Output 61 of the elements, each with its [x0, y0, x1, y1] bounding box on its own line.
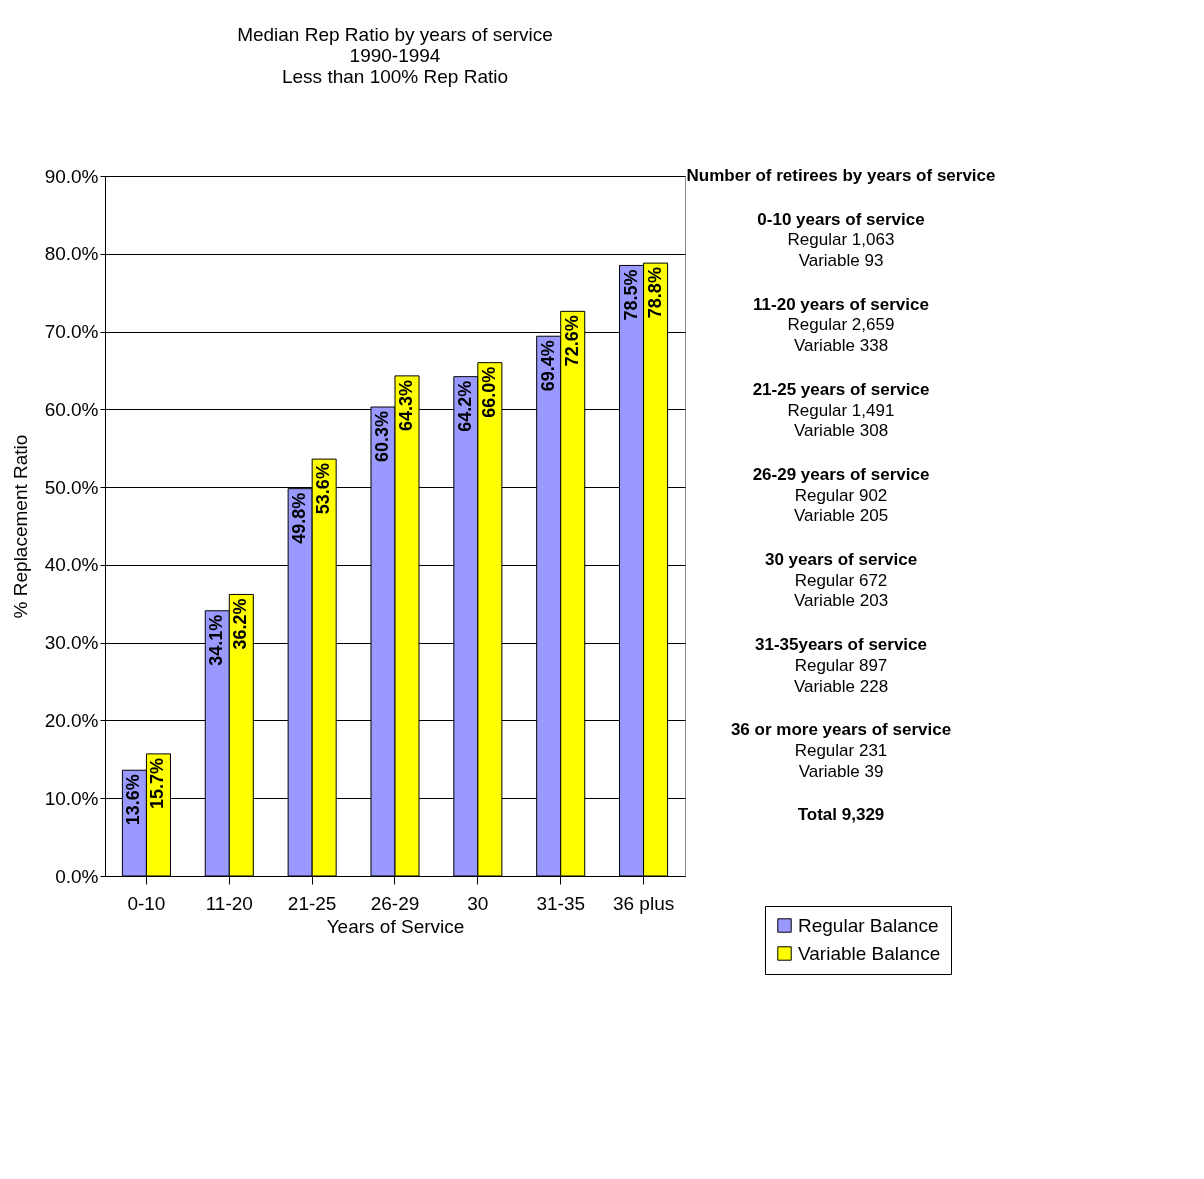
- data-label: 49.8%: [289, 492, 310, 544]
- data-label: 69.4%: [537, 340, 558, 392]
- data-label: 36.2%: [230, 598, 251, 650]
- text: Regular 1,491: [787, 400, 895, 420]
- text: 11-20 years of service: [753, 294, 929, 314]
- text: Median Rep Ratio by years of service: [237, 24, 553, 45]
- data-label: 66.0%: [478, 366, 499, 418]
- x-tick-label: 11-20: [205, 892, 253, 914]
- y-tick-label: 0.0%: [55, 865, 99, 887]
- text: 21-25 years of service: [752, 379, 930, 399]
- text: 26-29 years of service: [752, 464, 930, 484]
- data-label: 13.6%: [123, 774, 144, 826]
- text: Variable 308: [793, 421, 889, 441]
- text: 31-35years of service: [754, 635, 928, 655]
- text: Variable 205: [793, 506, 889, 526]
- text: Regular 897: [794, 655, 888, 675]
- data-label: 72.6%: [561, 315, 582, 367]
- y-tick-label: 30.0%: [44, 632, 99, 654]
- text: Total 9,329: [797, 805, 885, 825]
- data-label: 78.5%: [620, 269, 641, 321]
- text: Variable 39: [798, 761, 884, 781]
- data-label: 53.6%: [313, 463, 334, 515]
- x-tick-label: 31-35: [536, 892, 586, 914]
- text: Variable 228: [793, 676, 889, 696]
- y-tick-label: 70.0%: [44, 321, 99, 343]
- y-tick-label: 90.0%: [44, 165, 99, 187]
- y-tick-label: 50.0%: [44, 476, 99, 498]
- text: Variable 338: [793, 336, 889, 356]
- data-label: 78.8%: [644, 267, 665, 319]
- y-axis-title: % Replacement Ratio: [9, 434, 31, 619]
- text: 36 or more years of service: [730, 720, 952, 740]
- text: Regular 2,659: [787, 315, 895, 335]
- text: Regular 1,063: [787, 230, 895, 250]
- data-label: 64.3%: [396, 379, 417, 431]
- legend-label: Variable Balance: [798, 942, 941, 964]
- legend-label: Regular Balance: [798, 914, 939, 936]
- x-tick-label: 30: [467, 892, 489, 914]
- text: 0-10 years of service: [757, 209, 925, 229]
- y-tick-label: 10.0%: [44, 787, 99, 809]
- y-tick-label: 60.0%: [44, 398, 99, 420]
- data-label: 64.2%: [454, 380, 475, 432]
- data-label: 15.7%: [147, 757, 168, 809]
- text: 30 years of service: [764, 549, 918, 569]
- x-tick-label: 36 plus: [612, 892, 675, 914]
- text: Less than 100% Rep Ratio: [281, 66, 509, 87]
- y-tick-label: 80.0%: [44, 243, 99, 265]
- x-tick-label: 0-10: [127, 892, 166, 914]
- x-axis-title: Years of Service: [326, 915, 465, 937]
- data-label: 34.1%: [206, 614, 227, 666]
- y-tick-label: 40.0%: [44, 554, 99, 576]
- text: Regular 672: [794, 570, 888, 590]
- text: Variable 203: [793, 591, 889, 611]
- text: Regular 902: [794, 485, 888, 505]
- x-tick-label: 21-25: [287, 892, 337, 914]
- x-tick-label: 26-29: [370, 892, 420, 914]
- data-label: 60.3%: [371, 411, 392, 463]
- y-tick-label: 20.0%: [44, 709, 99, 731]
- text: Number of retirees by years of service: [686, 166, 996, 185]
- text: Variable 93: [798, 251, 884, 271]
- text: Regular 231: [794, 740, 888, 760]
- text: 1990-1994: [349, 45, 441, 66]
